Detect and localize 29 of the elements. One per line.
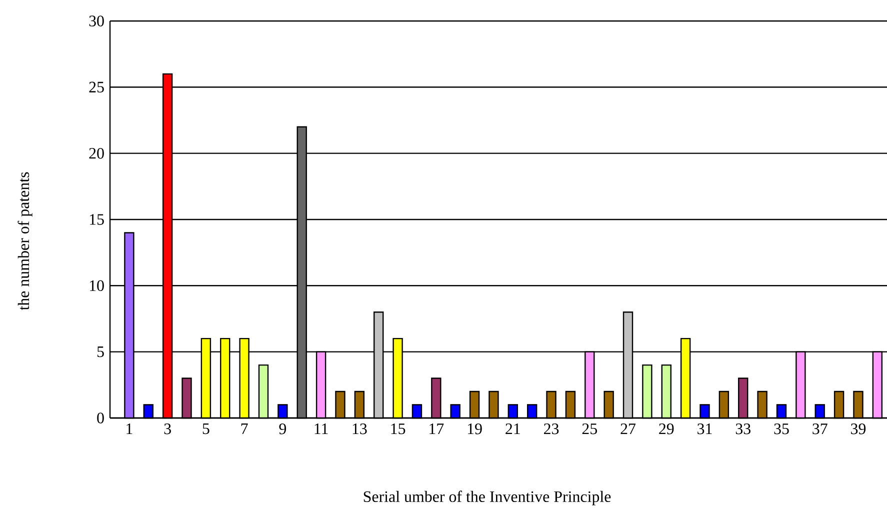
x-tick-label: 3: [164, 424, 171, 434]
x-tick-label: 39: [851, 424, 866, 434]
x-tick-label: 23: [544, 424, 559, 434]
x-axis-title: Serial umber of the Inventive Principle: [364, 490, 611, 506]
x-tick-label: 29: [659, 424, 674, 434]
x-tick-label: 13: [352, 424, 367, 434]
x-tick-label: 1: [126, 424, 132, 434]
x-tick-label: 33: [736, 424, 750, 434]
x-tick-label: 19: [468, 424, 482, 434]
x-tick-label: 15: [391, 424, 406, 434]
y-tick-label: 5: [97, 346, 104, 358]
x-tick-label: 11: [314, 424, 328, 434]
x-tick-label: 7: [241, 423, 248, 434]
x-tick-label: 17: [430, 424, 444, 434]
x-tick-label: 31: [698, 424, 712, 434]
x-tick-label: 27: [620, 424, 636, 434]
y-tick-label: 30: [89, 16, 104, 26]
x-tick-label: 37: [812, 424, 828, 434]
y-tick-label: 10: [90, 280, 104, 292]
x-tick-label: 9: [279, 424, 286, 434]
x-tick-label: 35: [774, 424, 789, 434]
y-tick-label: 25: [89, 82, 104, 93]
y-axis-title: the number of patents: [18, 172, 32, 310]
x-tick-label: 21: [506, 424, 520, 434]
y-tick-label: 20: [89, 148, 104, 159]
y-tick-label: 15: [90, 214, 104, 225]
x-tick-label: 25: [582, 424, 597, 434]
x-tick-label: 5: [202, 423, 210, 434]
y-tick-label: 0: [97, 412, 104, 424]
